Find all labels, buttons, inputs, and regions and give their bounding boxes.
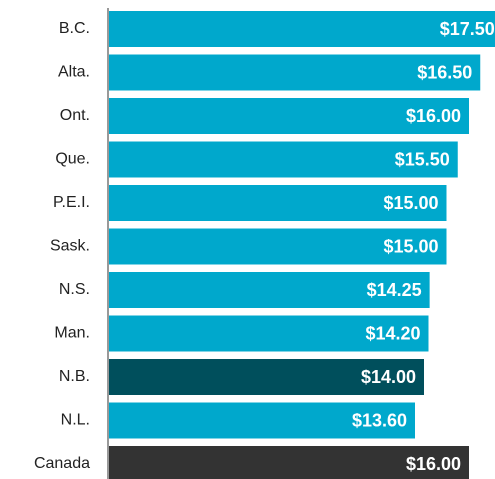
category-label: Alta. [58, 64, 90, 81]
bar [109, 54, 481, 91]
value-label: $16.50 [417, 62, 472, 82]
category-label: P.E.I. [53, 194, 90, 211]
category-label: N.S. [59, 281, 90, 298]
value-label: $14.00 [361, 367, 416, 387]
bar [109, 185, 447, 221]
bar [109, 98, 469, 134]
bar [109, 272, 430, 308]
category-label: Que. [55, 151, 90, 168]
value-label: $13.60 [352, 410, 407, 430]
value-label: $16.00 [406, 454, 461, 474]
bar [109, 315, 429, 352]
category-label: B.C. [59, 20, 90, 37]
category-label: Sask. [50, 238, 90, 255]
category-label: Ont. [60, 107, 90, 124]
bar [109, 141, 458, 178]
category-label: N.B. [59, 368, 90, 385]
category-label: Canada [34, 455, 90, 472]
bar [109, 359, 424, 395]
value-label: $15.00 [383, 236, 438, 256]
value-label: $17.50 [440, 19, 495, 39]
bar [109, 446, 469, 479]
value-label: $16.00 [406, 106, 461, 126]
category-label: N.L. [61, 412, 90, 429]
value-label: $15.00 [383, 193, 438, 213]
value-label: $14.20 [365, 323, 420, 343]
bar [109, 402, 415, 439]
value-label: $15.50 [395, 149, 450, 169]
value-label: $14.25 [367, 280, 422, 300]
bar [109, 11, 495, 47]
bar [109, 228, 447, 265]
category-label: Man. [54, 325, 90, 342]
